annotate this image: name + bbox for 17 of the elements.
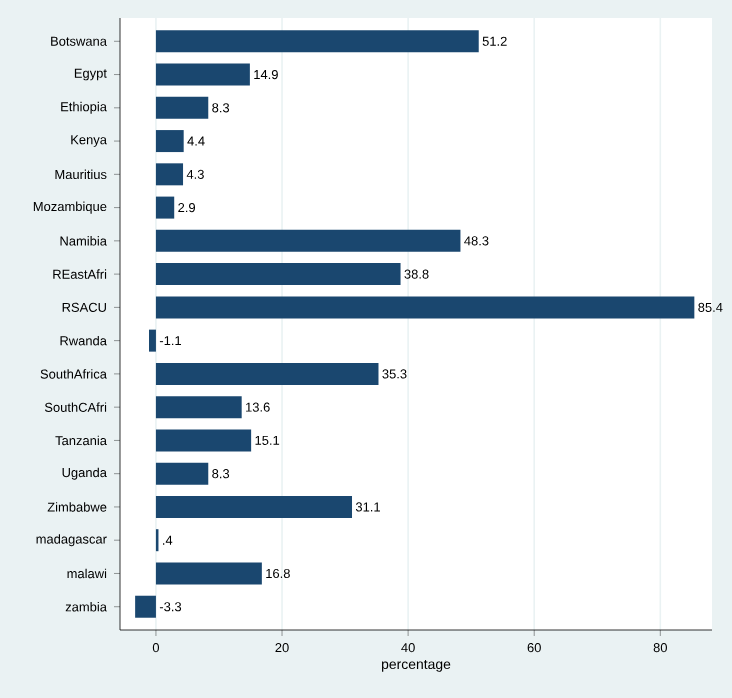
bar — [155, 163, 184, 186]
bar — [155, 229, 461, 252]
bar — [155, 263, 401, 286]
bar — [155, 63, 250, 86]
bar — [155, 96, 209, 119]
bar — [155, 30, 479, 53]
bar — [155, 196, 175, 219]
bar — [155, 396, 242, 419]
bar — [155, 562, 262, 585]
bar — [155, 495, 353, 518]
bar — [155, 296, 695, 319]
bar — [155, 462, 209, 485]
bar — [149, 329, 156, 352]
bar — [135, 595, 156, 618]
bar — [155, 362, 379, 385]
bar — [155, 130, 184, 153]
bar — [155, 429, 252, 452]
